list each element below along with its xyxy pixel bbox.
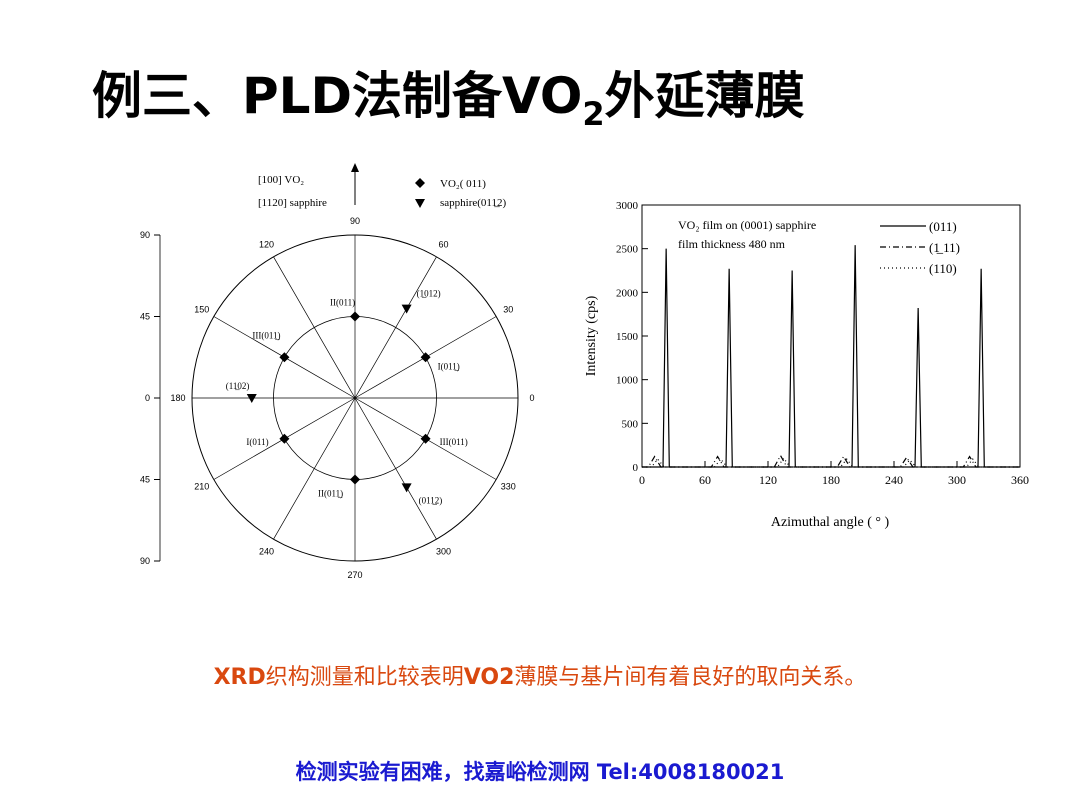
pole-point xyxy=(420,433,431,444)
pole-point xyxy=(420,352,431,363)
y-tick-label: 3000 xyxy=(616,200,639,212)
x-tick-label: 0 xyxy=(639,473,645,487)
pole-label: II(011) xyxy=(330,298,355,308)
pole-label: II(011̲) xyxy=(318,489,343,499)
legend-text: sapphire(011̲2) xyxy=(440,197,507,209)
chi-label: 90 xyxy=(140,230,150,240)
y-tick-label: 2000 xyxy=(616,287,639,299)
phi-label: 270 xyxy=(347,570,362,580)
caption-part: 薄膜与基片间有着良好的取向关系。 xyxy=(514,665,866,690)
pole-point xyxy=(279,352,290,363)
phi-label: 180 xyxy=(170,393,185,403)
phi-label: 90 xyxy=(350,216,360,226)
phi-label: 300 xyxy=(436,546,451,556)
arrow-head xyxy=(351,163,359,172)
series-line xyxy=(642,454,1020,468)
pole-point xyxy=(350,311,360,322)
pole-label: (011̲2) xyxy=(419,495,443,505)
phi-label: 60 xyxy=(438,240,448,250)
pole-point xyxy=(279,433,290,444)
legend-label: (110) xyxy=(929,261,957,276)
chi-label: 0 xyxy=(145,393,150,403)
y-tick-label: 0 xyxy=(633,462,639,474)
caption-part: VO2 xyxy=(464,665,515,690)
xrd-chart: 0 60 120 180 240 300 360 0 500 1000 1500 2000 2500 30… xyxy=(584,200,1029,530)
phi-label: 120 xyxy=(259,240,274,250)
pole-label: I(011) xyxy=(246,437,268,447)
legend-label: (1̲ 11) xyxy=(929,240,960,255)
footer: 检测实验有困难，找嘉峪检测网 Tel:4008180021 xyxy=(296,760,785,784)
legend-diamond xyxy=(415,178,425,188)
chi-label: 45 xyxy=(140,475,150,485)
legend-label: (011) xyxy=(929,219,957,234)
legend-triangle xyxy=(415,199,425,208)
x-tick-label: 300 xyxy=(948,473,966,487)
phi-label: 240 xyxy=(259,546,274,556)
title-text: 例三、PLD法制备VO xyxy=(92,67,582,125)
phi-label: 330 xyxy=(501,482,516,492)
pole-label: (11̲02) xyxy=(226,381,250,391)
annotation: film thickness 480 nm xyxy=(678,237,786,251)
phi-label: 0 xyxy=(529,393,534,403)
pole-label: I(011̲) xyxy=(438,361,460,371)
legend-text: VO₂( 011) xyxy=(440,178,486,190)
pole-point xyxy=(401,483,412,493)
legend-text: [1120] sapphire xyxy=(258,197,327,209)
phi-label: 210 xyxy=(194,482,209,492)
x-tick-label: 180 xyxy=(822,473,840,487)
y-tick-label: 1000 xyxy=(616,375,639,387)
y-tick-label: 2500 xyxy=(616,244,639,256)
pole-figure: [100] VO₂ [1120] sapphire VO₂( 011) sapp… xyxy=(140,163,535,580)
slide-title: 例三、PLD法制备VO2外延薄膜 xyxy=(92,67,805,133)
pole-point xyxy=(246,394,257,403)
x-tick-label: 60 xyxy=(699,473,711,487)
spoke xyxy=(273,397,356,540)
phi-label: 150 xyxy=(194,305,209,315)
legend-text: [100] VO₂ xyxy=(258,174,304,186)
spoke xyxy=(273,256,356,399)
title-text: 外延薄膜 xyxy=(605,67,805,125)
annotation: VO₂ film on (0001) sapphire xyxy=(678,218,816,232)
x-tick-label: 360 xyxy=(1011,473,1029,487)
caption: XRD织构测量和比较表明VO2薄膜与基片间有着良好的取向关系。 xyxy=(214,665,867,690)
pole-label: (1̲012) xyxy=(417,289,441,299)
pole-point xyxy=(401,304,412,314)
pole-label: III(011) xyxy=(440,437,468,447)
caption-part: 织构测量和比较表明 xyxy=(266,665,464,690)
spoke xyxy=(354,256,437,399)
x-tick-label: 120 xyxy=(759,473,777,487)
x-tick-label: 240 xyxy=(885,473,903,487)
y-tick-label: 1500 xyxy=(616,331,639,343)
phi-label: 30 xyxy=(503,305,513,315)
x-axis-title: Azimuthal angle ( ° ) xyxy=(771,515,890,530)
title-subscript: 2 xyxy=(582,95,604,133)
chi-label: 45 xyxy=(140,312,150,322)
pole-label: III(011̲) xyxy=(252,330,280,340)
y-tick-label: 500 xyxy=(622,418,639,430)
chi-label: 90 xyxy=(140,556,150,566)
spoke xyxy=(354,397,437,540)
y-axis-title: Intensity (cps) xyxy=(584,295,599,376)
pole-point xyxy=(350,474,360,485)
caption-part: XRD xyxy=(214,665,266,690)
